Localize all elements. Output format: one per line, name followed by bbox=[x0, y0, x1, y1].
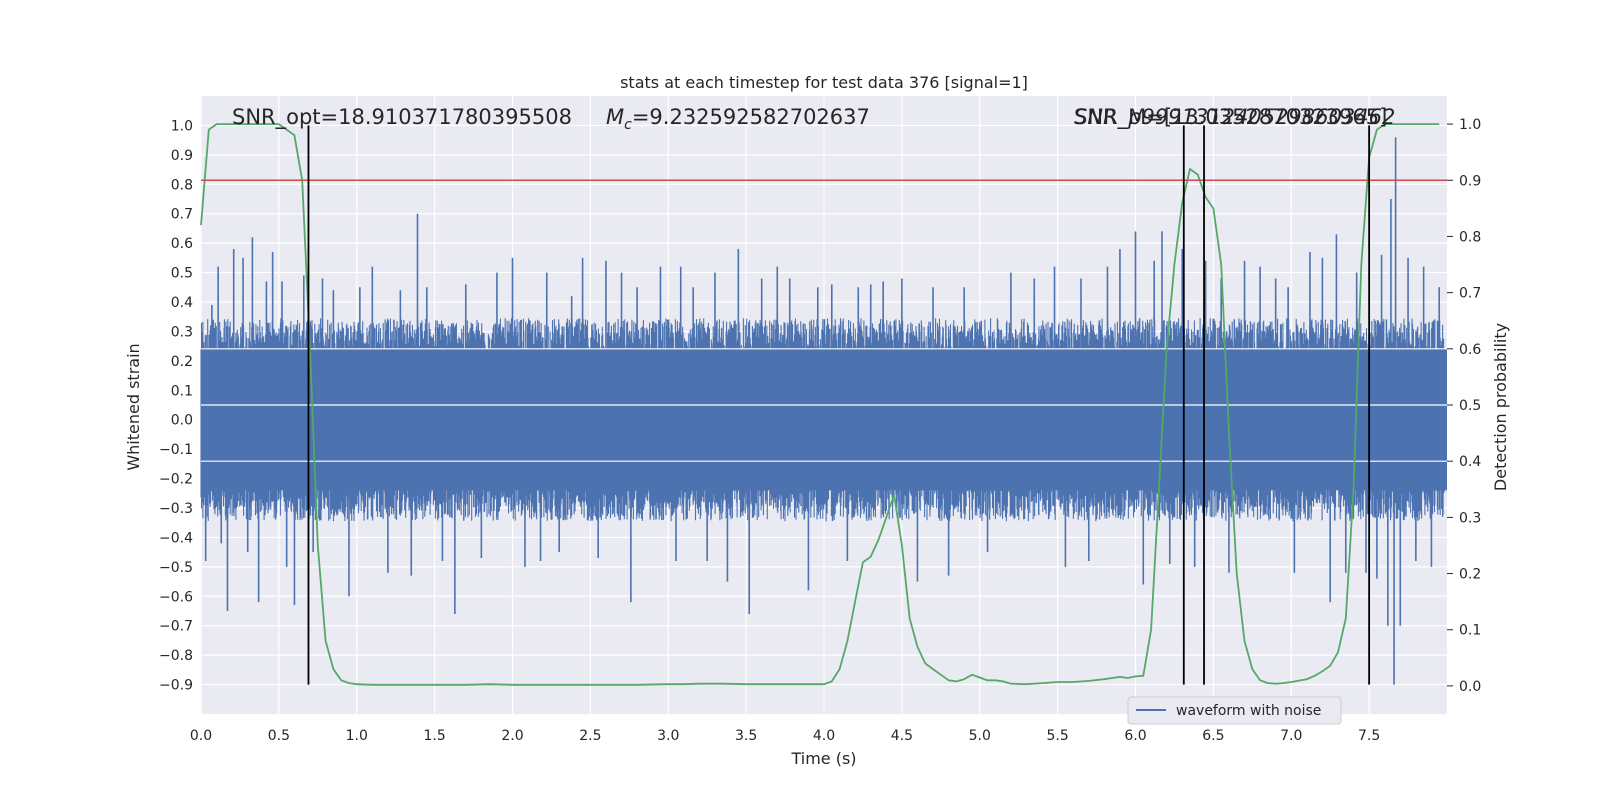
y2-tick-label: 1.0 bbox=[1459, 117, 1481, 133]
probability-layer bbox=[200, 123, 1447, 686]
overlap-annotation-2: SNR_M=[13.0352870323965] bbox=[1074, 105, 1387, 130]
y2-tick-label: 0.1 bbox=[1459, 623, 1481, 639]
y-tick-label: 0.6 bbox=[171, 236, 193, 252]
y2-tick-label: 0.2 bbox=[1459, 567, 1481, 583]
y-tick-label: 0.9 bbox=[171, 148, 193, 164]
x-tick-label: 6.0 bbox=[1124, 728, 1146, 744]
mc-annotation: Mc=9.232592582702637 bbox=[606, 105, 870, 133]
y-tick-label: 0.0 bbox=[171, 413, 193, 429]
y-tick-label: 0.4 bbox=[171, 295, 193, 311]
mc-value: =9.232592582702637 bbox=[632, 105, 870, 129]
legend-label-waveform: waveform with noise bbox=[1176, 703, 1321, 719]
y-tick-label: −0.6 bbox=[159, 589, 193, 605]
overlap-annotation-1: SNR_p9991312405298603462 bbox=[1074, 105, 1395, 130]
y-tick-label: −0.4 bbox=[159, 530, 193, 546]
y2-tick-label: 0.5 bbox=[1459, 398, 1481, 414]
y-tick-label: −0.5 bbox=[159, 560, 193, 576]
y2-tick-label: 0.6 bbox=[1459, 342, 1481, 358]
vertical-lines-layer bbox=[307, 125, 1371, 685]
mc-symbol: M bbox=[606, 105, 624, 129]
y-tick-label: −0.3 bbox=[159, 501, 193, 517]
x-tick-label: 5.5 bbox=[1046, 728, 1068, 744]
y2-tick-label: 0.3 bbox=[1459, 510, 1481, 526]
x-tick-label: 0.5 bbox=[268, 728, 290, 744]
x-axis-label: Time (s) bbox=[790, 749, 856, 768]
y-tick-label: 0.3 bbox=[171, 324, 193, 340]
legend: waveform with noise bbox=[1127, 696, 1342, 725]
chart-title: stats at each timestep for test data 376… bbox=[620, 73, 1028, 92]
y2-tick-label: 0.9 bbox=[1459, 173, 1481, 189]
x-tick-label: 7.0 bbox=[1280, 728, 1302, 744]
x-tick-label: 2.0 bbox=[501, 728, 523, 744]
x-tick-label: 4.5 bbox=[891, 728, 913, 744]
y-tick-label: 0.1 bbox=[171, 383, 193, 399]
legend-box bbox=[1127, 696, 1342, 725]
x-tick-label: 0.0 bbox=[190, 728, 212, 744]
x-tick-label: 6.5 bbox=[1202, 728, 1224, 744]
y-tick-label: −0.9 bbox=[159, 678, 193, 694]
y-tick-label: −0.8 bbox=[159, 648, 193, 664]
y-tick-label: 0.8 bbox=[171, 177, 193, 193]
x-tick-label: 4.0 bbox=[813, 728, 835, 744]
y2-tick-label: 0.4 bbox=[1459, 454, 1481, 470]
y-tick-label: 0.2 bbox=[171, 354, 193, 370]
waveform-core bbox=[201, 349, 1447, 491]
detection-probability-line bbox=[200, 123, 1440, 686]
y-tick-label: 0.5 bbox=[171, 266, 193, 282]
y2-axis-label: Detection probability bbox=[1491, 323, 1510, 491]
x-tick-label: 7.5 bbox=[1358, 728, 1380, 744]
waveform-layer bbox=[200, 137, 1447, 685]
y2-tick-label: 0.0 bbox=[1459, 679, 1481, 695]
y2-tick-label: 0.7 bbox=[1459, 286, 1481, 302]
x-tick-label: 3.5 bbox=[735, 728, 757, 744]
y-tick-label: −0.7 bbox=[159, 619, 193, 635]
x-tick-label: 1.5 bbox=[423, 728, 445, 744]
y-tick-label: 0.7 bbox=[171, 207, 193, 223]
x-tick-label: 5.0 bbox=[969, 728, 991, 744]
y-axis-label: Whitened strain bbox=[124, 343, 143, 470]
x-tick-label: 3.0 bbox=[657, 728, 679, 744]
y-tick-label: 1.0 bbox=[171, 118, 193, 134]
y-tick-label: −0.1 bbox=[159, 442, 193, 458]
x-tick-label: 2.5 bbox=[579, 728, 601, 744]
snr-opt-annotation: SNR_opt=18.910371780395508 bbox=[232, 105, 572, 130]
y2-tick-label: 0.8 bbox=[1459, 229, 1481, 245]
x-tick-label: 1.0 bbox=[346, 728, 368, 744]
mc-subscript: c bbox=[624, 117, 632, 133]
y-tick-label: −0.2 bbox=[159, 472, 193, 488]
tick-labels-layer: 0.0 0.5 1.0 1.5 2.0 2.5 3.0 3.5 4.0 4.5 5.0 5.5 6.0 6… bbox=[159, 117, 1481, 744]
